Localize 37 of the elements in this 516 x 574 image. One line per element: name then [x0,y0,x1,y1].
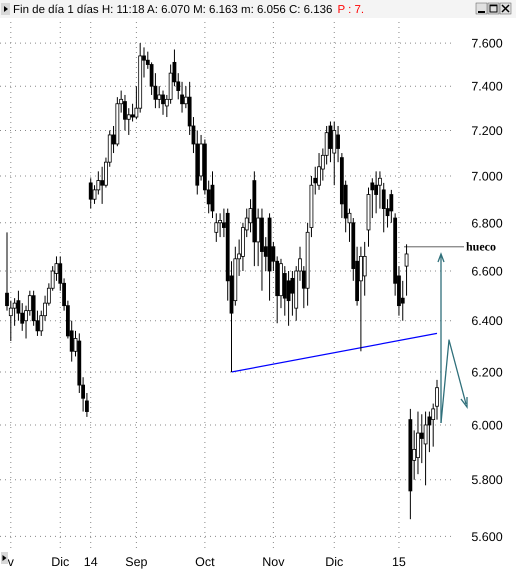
candlestick [214,212,218,242]
y-tick-label: 5.800 [471,473,503,488]
y-tick-label: 7.200 [471,124,503,138]
y-tick-label: 7.600 [471,36,503,51]
candlestick [218,212,222,238]
y-tick-label: 6.000 [471,418,503,432]
x-tick-label: 14 [84,555,98,569]
x-tick-label: 15 [392,555,406,569]
x-tick-label: Oct [195,555,216,569]
candlestick [404,244,408,296]
candlestick [317,152,321,190]
candlestick [424,411,428,486]
x-tick-label: Sep [125,555,148,569]
chart-title: Fin de día 1 días H: 11:18 A: 6.070 M: 6.163 m: 6.056 C: 6.136 [13,4,332,16]
x-tick-label: v [8,555,15,569]
candlestick [130,103,134,122]
candlestick [157,86,162,109]
y-tick-label: 7.000 [471,169,503,184]
candlestick [100,166,104,204]
candlestick [420,414,424,464]
candlestick [123,94,127,131]
x-tick-label: Dic [51,555,70,569]
y-tick-label: 6.200 [471,366,503,380]
y-tick-label: 5.600 [471,530,503,544]
x-tick-label: Dic [325,555,344,569]
candlestick [161,90,165,116]
y-tick-label: 7.400 [471,80,503,94]
x-tick-label: Nov [262,555,286,569]
chart-subtitle: P : 7. [337,4,364,16]
y-tick-label: 6.400 [471,314,503,328]
y-tick-label: 6.800 [471,216,503,230]
y-tick-label: 6.600 [471,264,503,279]
candlestick [88,178,93,210]
candlestick [362,241,367,296]
candlestick [332,121,336,186]
ref-line-label: hueco [466,240,496,254]
candlestick [374,170,378,214]
